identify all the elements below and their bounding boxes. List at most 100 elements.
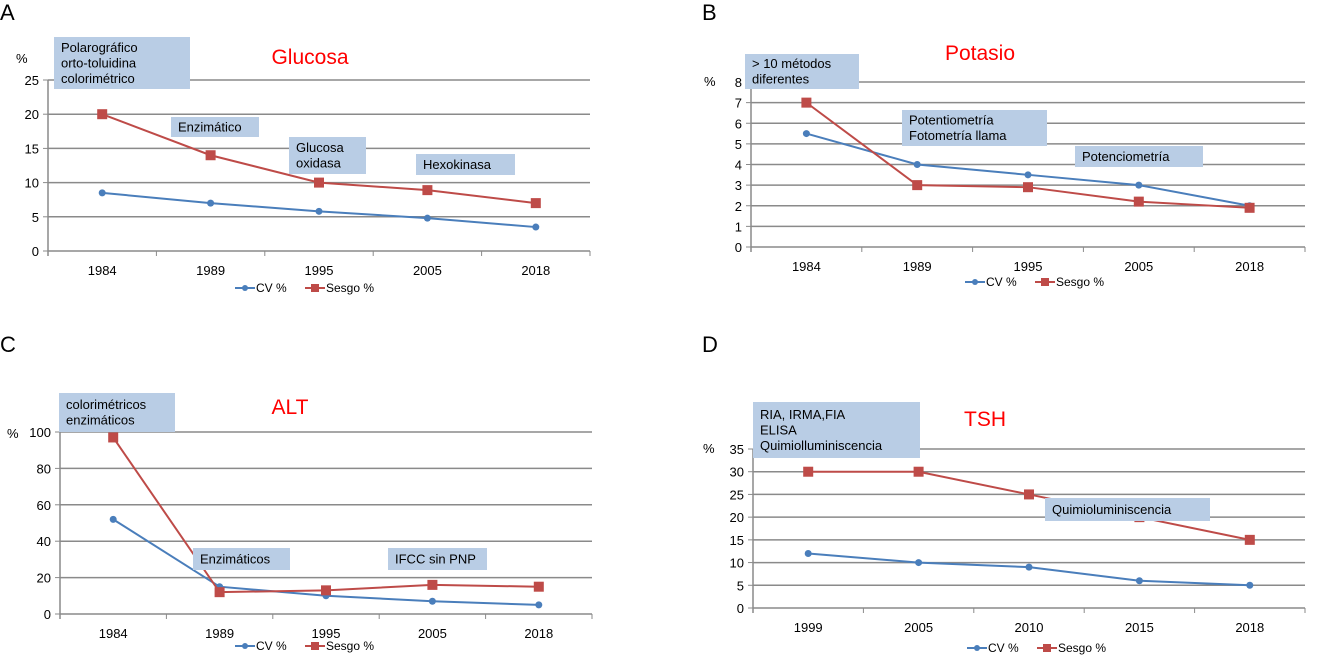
chart-panel-b: B 0 1 2 3 4 5 6 7 8 1984 1989 1995 2005 2018% Potasio > …: [702, 0, 1306, 289]
y-tick-label: 40: [37, 534, 51, 549]
data-point-sesgo: [1244, 534, 1255, 545]
legend-label: Sesgo %: [1058, 641, 1106, 655]
x-tick-label: 2005: [904, 620, 933, 635]
data-point-sesgo: [314, 177, 324, 188]
y-axis-label: %: [704, 74, 716, 89]
data-point-sesgo: [801, 97, 812, 108]
data-point-sesgo: [1244, 202, 1255, 213]
annotation-box: [193, 548, 290, 570]
annotation-text: ELISA: [760, 422, 797, 437]
legend-label: CV %: [988, 641, 1019, 655]
annotation-text: IFCC sin PNP: [395, 551, 476, 566]
x-tick-label: 1999: [794, 620, 823, 635]
y-tick-label: 10: [730, 556, 744, 571]
data-point-cv: [913, 161, 921, 168]
annotation-box: [416, 154, 515, 175]
data-point-cv: [535, 601, 543, 609]
x-tick-label: 1984: [99, 626, 128, 641]
data-point-sesgo: [1133, 196, 1144, 207]
y-tick-label: 5: [32, 210, 39, 225]
annotation-box: [902, 110, 1047, 146]
y-tick-label: 20: [730, 510, 744, 525]
y-tick-label: 2: [735, 199, 742, 214]
data-point-sesgo: [533, 581, 544, 592]
annotation-box: [745, 54, 859, 89]
x-tick-label: 1984: [792, 259, 821, 274]
y-tick-label: 20: [37, 571, 51, 586]
data-point-cv: [1024, 171, 1032, 179]
y-tick-label: 25: [730, 487, 744, 502]
y-axis-label: %: [7, 426, 19, 441]
legend-marker: [242, 643, 248, 649]
annotation-text: Enzimático: [178, 119, 242, 134]
chart-panel-d: D 0 5 10 15 20 25 30 35 1999 2005 2010 2015 2018% TSH R…: [702, 332, 1306, 655]
annotation-text: Polarográfico: [61, 40, 138, 55]
annotation-text: orto-toluidina: [61, 55, 137, 70]
data-point-sesgo: [1024, 489, 1034, 500]
data-point-sesgo: [321, 585, 331, 596]
data-point-sesgo: [97, 109, 108, 120]
data-point-cv: [804, 549, 812, 557]
legend-label: Sesgo %: [1056, 275, 1104, 289]
panel-letter: B: [702, 0, 717, 25]
data-point-sesgo: [1023, 182, 1033, 193]
x-tick-label: 1995: [312, 626, 341, 641]
y-tick-label: 5: [737, 578, 744, 593]
y-tick-label: 60: [37, 498, 51, 513]
annotation-box: [388, 548, 487, 570]
y-tick-label: 30: [730, 465, 744, 480]
x-tick-label: 1984: [88, 263, 117, 278]
x-tick-label: 2015: [1125, 620, 1154, 635]
x-tick-label: 1989: [903, 259, 932, 274]
annotation-box: [1045, 498, 1210, 521]
data-point-cv: [1025, 563, 1033, 571]
annotation-text: oxidasa: [296, 156, 342, 171]
annotation-text: RIA, IRMA,FIA: [760, 407, 846, 422]
y-tick-label: 1: [735, 219, 742, 234]
data-point-sesgo: [108, 432, 119, 443]
data-point-cv: [109, 515, 117, 523]
y-tick-label: 80: [37, 461, 51, 476]
legend-marker: [1041, 278, 1049, 286]
legend-label: CV %: [256, 281, 287, 295]
annotation-box: [59, 393, 175, 432]
panel-letter: A: [0, 0, 15, 25]
legend-marker: [972, 279, 978, 285]
y-tick-label: 7: [735, 96, 742, 111]
x-tick-label: 2005: [418, 626, 447, 641]
y-tick-label: 15: [25, 141, 39, 156]
data-point-sesgo: [205, 150, 216, 161]
chart-panel-a: A 0 5 10 15 20 25 1984 1989 1995 2005 2018% Glucosa P…: [0, 0, 591, 295]
x-tick-label: 1995: [1014, 259, 1043, 274]
data-point-cv: [532, 223, 540, 231]
annotation-text: Potenciometría: [1082, 149, 1170, 164]
y-tick-label: 3: [735, 178, 742, 193]
annotation-text: colorimétricos: [66, 397, 147, 412]
y-tick-label: 35: [730, 442, 744, 457]
legend-label: Sesgo %: [326, 281, 374, 295]
x-tick-label: 1989: [196, 263, 225, 278]
data-point-sesgo: [214, 587, 225, 598]
legend-label: CV %: [986, 275, 1017, 289]
chart-title: Potasio: [945, 42, 1015, 65]
data-point-sesgo: [422, 185, 433, 196]
data-point-cv: [315, 207, 323, 215]
y-tick-label: 25: [25, 73, 39, 88]
legend-marker: [242, 285, 248, 291]
data-point-cv: [915, 559, 923, 567]
x-tick-label: 1989: [205, 626, 234, 641]
legend-marker: [311, 284, 319, 292]
y-tick-label: 10: [25, 176, 39, 191]
legend-label: CV %: [256, 639, 287, 653]
y-tick-label: 20: [25, 107, 39, 122]
y-tick-label: 4: [735, 158, 742, 173]
annotation-text: diferentes: [752, 72, 810, 87]
annotation-text: enzimáticos: [66, 413, 135, 428]
y-tick-label: 100: [29, 425, 51, 440]
x-tick-label: 2018: [521, 263, 550, 278]
data-point-sesgo: [912, 180, 923, 191]
x-tick-label: 1995: [305, 263, 334, 278]
data-point-cv: [423, 214, 431, 222]
x-tick-label: 2005: [413, 263, 442, 278]
legend-label: Sesgo %: [326, 639, 374, 653]
